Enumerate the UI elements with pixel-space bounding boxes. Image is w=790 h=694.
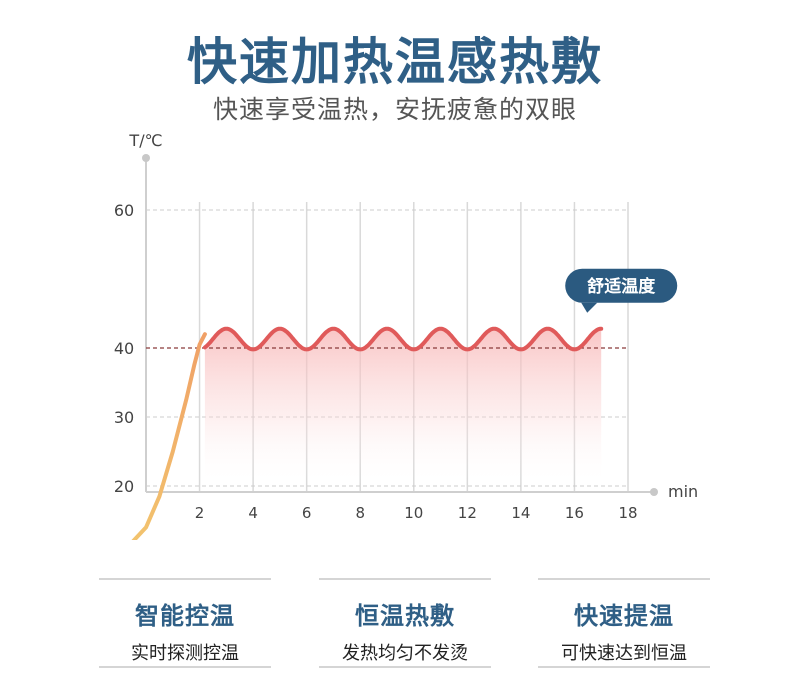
temperature-chart: 2 4 6 8 10 12 14 16 18 20 30 40 60 T/℃ min 舒适温度 (114, 131, 698, 540)
y-tick-label: 60 (114, 201, 134, 220)
y-axis-arrow (142, 154, 150, 162)
badge-label: 舒适温度 (587, 276, 656, 297)
warmup-curve (131, 332, 207, 540)
y-axis-label: T/℃ (128, 131, 162, 150)
feature-title: 恒温热敷 (355, 602, 455, 630)
y-tick-label: 30 (114, 408, 134, 427)
x-tick-label: 4 (248, 504, 258, 522)
x-tick-label: 6 (302, 504, 312, 522)
feature-title: 智能控温 (135, 602, 235, 630)
x-tick-label: 2 (195, 504, 205, 522)
feature-title: 快速提温 (574, 602, 674, 630)
x-tick-label: 12 (458, 504, 477, 522)
x-tick-label: 14 (511, 504, 530, 522)
steady-area-fill (204, 328, 602, 486)
y-tick-label: 20 (114, 477, 134, 496)
badge-pointer (581, 302, 598, 313)
feature-smart-control: 智能控温 实时探测控温 (99, 578, 271, 668)
feature-desc: 实时探测控温 (131, 643, 239, 664)
feature-constant-temp: 恒温热敷 发热均匀不发烫 (319, 578, 491, 668)
feature-fast-heating: 快速提温 可快速达到恒温 (538, 578, 710, 668)
badge-background (565, 268, 678, 303)
comfort-temperature-badge: 舒适温度 (565, 268, 678, 313)
steady-temperature-line (202, 326, 604, 352)
x-tick-label: 18 (618, 504, 637, 522)
feature-desc: 发热均匀不发烫 (342, 643, 468, 664)
page-subtitle: 快速享受温热，安抚疲惫的双眼 (212, 95, 577, 124)
x-tick-label: 16 (565, 504, 584, 522)
x-tick-label: 10 (404, 504, 423, 522)
x-tick-label: 8 (355, 504, 365, 522)
feature-desc: 可快速达到恒温 (561, 643, 687, 664)
y-tick-label: 40 (114, 339, 134, 358)
x-axis-arrow (650, 488, 658, 496)
x-axis-label: min (668, 482, 698, 501)
page-title: 快速加热温感热敷 (187, 33, 603, 91)
